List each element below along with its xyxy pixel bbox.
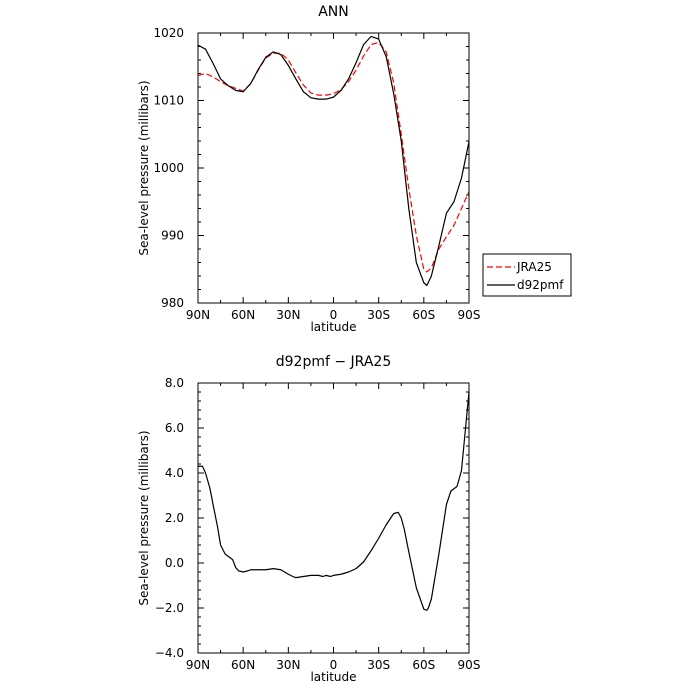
bottom-y-axis-label: Sea-level pressure (millibars) (137, 430, 151, 605)
top-panel-ann: 90N 60N 30N 0 30S 60S 90S 980 990 1000 1010 1020 ANN… (137, 4, 480, 334)
bottom-x-tick-label: 0 (330, 658, 338, 672)
bottom-y-tick-label: 8.0 (165, 376, 184, 390)
top-x-tick-label: 60N (231, 308, 255, 322)
top-x-tick-label: 30N (276, 308, 300, 322)
legend-box (482, 253, 572, 297)
legend: JRA25 d92pmf (482, 253, 572, 297)
top-x-tick-label: 30S (367, 308, 390, 322)
bottom-panel-title: d92pmf − JRA25 (276, 354, 391, 370)
top-series-line-jra25 (197, 41, 470, 273)
top-panel-title: ANN (318, 4, 349, 20)
bottom-x-tick-label: 30N (276, 658, 300, 672)
bottom-x-tick-label: 30S (367, 658, 390, 672)
top-y-tick-label: 980 (161, 296, 184, 310)
top-y-axis-label: Sea-level pressure (millibars) (137, 80, 151, 255)
bottom-x-tick-label: 90N (186, 658, 210, 672)
top-y-tick-label: 1020 (153, 26, 184, 40)
bottom-x-tick-label: 90S (458, 658, 481, 672)
bottom-x-tick-label: 60N (231, 658, 255, 672)
bottom-y-tick-label: −4.0 (155, 646, 184, 660)
top-x-tick-label: 60S (412, 308, 435, 322)
bottom-y-tick-label: 2.0 (165, 511, 184, 525)
top-x-tick-label: 90S (458, 308, 481, 322)
bottom-y-tick-label: 0.0 (165, 556, 184, 570)
legend-label-d92pmf: d92pmf (517, 278, 564, 292)
bottom-series-line-difference (198, 391, 470, 611)
top-y-tick-label: 1010 (153, 94, 184, 108)
bottom-y-tick-label: −2.0 (155, 601, 184, 615)
bottom-plot-frame (197, 382, 470, 654)
legend-label-jra25: JRA25 (516, 260, 552, 274)
bottom-x-tick-label: 60S (412, 658, 435, 672)
top-y-tick-label: 1000 (153, 161, 184, 175)
bottom-y-tick-label: 4.0 (165, 466, 184, 480)
top-x-axis-label: latitude (310, 320, 356, 334)
top-y-tick-label: 990 (161, 229, 184, 243)
bottom-x-axis-label: latitude (310, 670, 356, 684)
top-series-line-d92pmf (197, 35, 470, 287)
bottom-y-tick-label: 6.0 (165, 421, 184, 435)
top-plot-frame (197, 32, 470, 304)
bottom-panel-difference: 90N 60N 30N 0 30S 60S 90S −4.0 −2.0 0.0 2.0 4.0 6.0 8… (137, 354, 480, 684)
top-x-tick-label: 0 (330, 308, 338, 322)
top-x-tick-label: 90N (186, 308, 210, 322)
